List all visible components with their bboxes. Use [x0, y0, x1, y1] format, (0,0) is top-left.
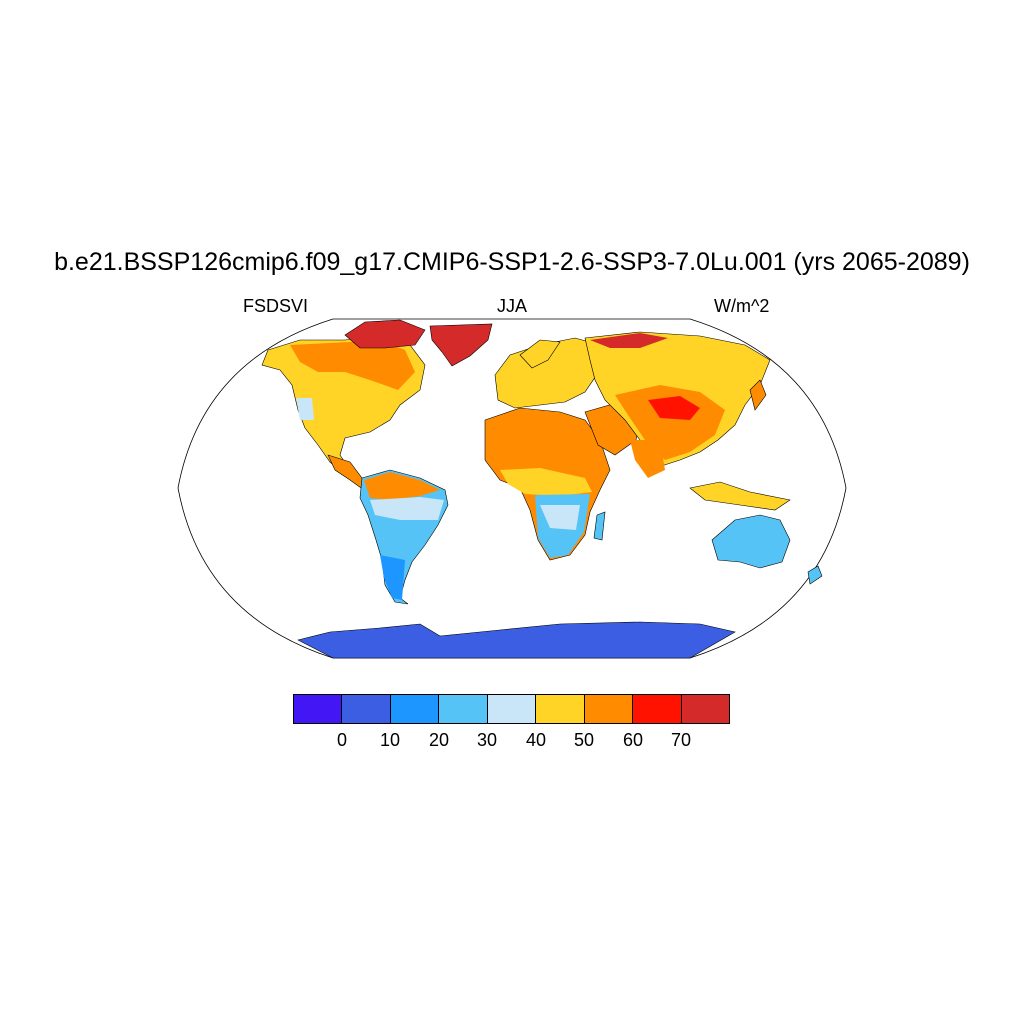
south-america-south	[380, 555, 405, 600]
colorbar-tick-label: 60	[622, 730, 644, 750]
season-label: JJA	[496, 296, 527, 316]
colorbar-box	[341, 694, 391, 724]
colorbar-box	[389, 694, 440, 724]
africa-central	[500, 468, 592, 496]
africa-lake-region	[540, 505, 580, 530]
colorbar-box	[583, 694, 634, 724]
colorbar-box	[632, 694, 682, 724]
colorbar-box	[680, 694, 730, 724]
colorbar-box	[293, 694, 343, 724]
north-america-hot	[290, 340, 415, 390]
greenland	[429, 323, 493, 367]
canada-arctic	[344, 319, 426, 349]
units-label: W/m^2	[714, 296, 770, 316]
japan	[749, 379, 767, 411]
central-asia-hot	[615, 385, 725, 460]
colorbar-box	[438, 694, 488, 724]
colorbar-tick-label: 70	[670, 730, 692, 750]
colorbar-labels: 0 10 20 30 40 50 60 70	[0, 730, 1024, 756]
colorbar-tick-label: 40	[525, 730, 547, 750]
south-america-mid	[370, 497, 444, 520]
south-asia	[630, 440, 665, 478]
colorbar	[293, 694, 730, 724]
colorbar-tick-label: 50	[573, 730, 595, 750]
new-zealand	[807, 565, 823, 585]
colorbar-tick-label: 20	[428, 730, 450, 750]
colorbar-tick-label: 30	[476, 730, 498, 750]
siberia-arctic	[590, 333, 668, 348]
antarctica	[297, 621, 736, 659]
tibet	[648, 396, 700, 420]
south-america-north	[364, 472, 440, 500]
colorbar-box	[535, 694, 585, 724]
colorbar-tick-label: 0	[336, 730, 348, 750]
australia	[711, 514, 791, 569]
colorbar-box	[486, 694, 537, 724]
scandinavia	[519, 339, 561, 369]
madagascar	[593, 511, 606, 541]
colorbar-tick-label: 10	[379, 730, 401, 750]
variable-label: FSDSVI	[243, 296, 309, 316]
us-west	[296, 398, 314, 420]
plot-title: b.e21.BSSP126cmip6.f09_g17.CMIP6-SSP1-2.…	[54, 248, 970, 276]
indonesia	[689, 481, 791, 511]
